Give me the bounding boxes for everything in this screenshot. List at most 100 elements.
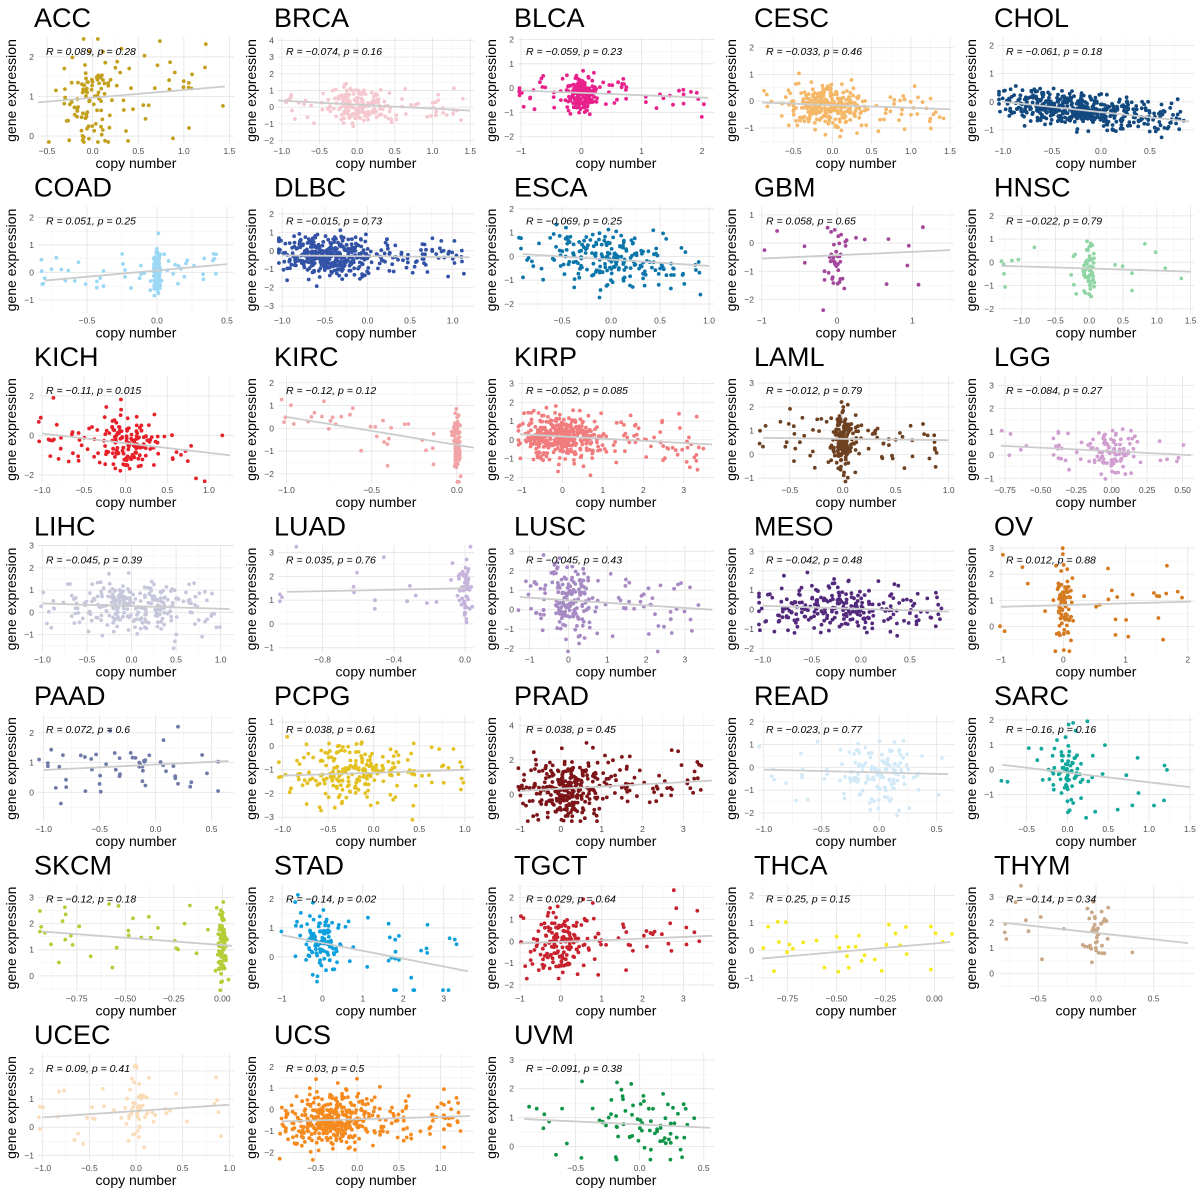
data-point [898,98,902,103]
data-point [573,569,578,574]
data-point [1037,106,1042,110]
data-point [590,78,595,83]
y-tick-label: 0 [509,83,514,93]
data-point [107,125,112,130]
data-point [1030,112,1035,116]
data-point [920,100,925,104]
data-point [701,446,706,451]
data-point [1054,109,1058,113]
data-point [90,77,94,82]
data-point [124,129,128,133]
x-tick-label: 0 [560,485,565,495]
data-point [855,131,859,136]
x-tick-label: −1.0 [995,146,1012,156]
data-point [1105,122,1110,127]
data-point [405,256,410,261]
data-point [1174,121,1178,126]
data-point [1100,454,1105,459]
data-point [797,588,802,593]
data-point [599,411,603,416]
data-point [844,611,848,616]
data-point [538,419,543,424]
data-point [1061,648,1066,652]
panel-title: COAD [34,173,112,203]
data-point [104,609,109,614]
correlation-label: R = −0.069, p = 0.25 [526,216,622,228]
data-point [842,429,846,434]
data-point [905,263,910,268]
data-point [614,421,619,425]
data-point [572,608,576,613]
data-point [806,617,811,622]
data-point [577,578,582,583]
data-point [564,577,568,581]
data-point [638,599,643,604]
data-point [135,631,140,636]
data-point [174,632,179,637]
data-point [689,90,693,94]
data-point [301,243,305,248]
data-point [1043,609,1047,613]
y-tick-label: −1 [264,119,274,129]
data-point [1058,583,1062,588]
data-point [307,266,312,271]
data-point [526,410,531,415]
data-point [351,124,356,129]
data-point [624,88,628,92]
data-point [855,620,860,624]
gridlines [758,206,954,314]
data-point [768,592,772,597]
data-point [590,251,594,255]
x-axis-label: copy number [816,494,897,510]
data-point [1105,461,1109,465]
data-point [1117,452,1122,457]
data-point [1056,456,1061,461]
data-point [111,446,115,451]
data-point [1180,595,1184,600]
data-point [581,566,586,571]
data-point [56,457,61,461]
data-point [382,99,387,104]
data-point [542,451,546,455]
data-point [460,259,464,264]
data-point [383,259,387,264]
data-point [662,624,666,629]
data-point [571,601,576,606]
correlation-label: R = −0.061, p = 0.18 [1006,46,1102,58]
data-point [623,431,628,436]
data-point [1035,89,1039,94]
data-point [80,134,85,138]
data-point [201,272,206,277]
data-point [351,246,355,251]
data-point [784,440,789,445]
data-point [595,96,599,101]
data-point [1066,607,1071,612]
data-point [559,431,563,436]
data-point [832,261,837,266]
data-point [610,83,615,88]
data-point [127,466,132,471]
data-point [619,420,623,425]
data-point [578,266,582,271]
data-point [579,424,584,429]
data-point [1008,87,1013,92]
data-point [1091,261,1096,265]
data-point [681,87,686,92]
data-point [220,433,225,438]
data-point [561,427,565,432]
data-point [79,443,84,448]
data-point [141,103,146,107]
data-point [1118,126,1123,131]
data-point [806,119,811,124]
data-point [162,610,167,615]
data-point [359,448,364,453]
data-point [185,258,190,263]
data-point [340,99,345,104]
data-point [808,105,812,110]
data-point [1007,453,1012,458]
data-point [185,459,190,463]
data-point [571,251,575,256]
data-point [805,105,809,110]
